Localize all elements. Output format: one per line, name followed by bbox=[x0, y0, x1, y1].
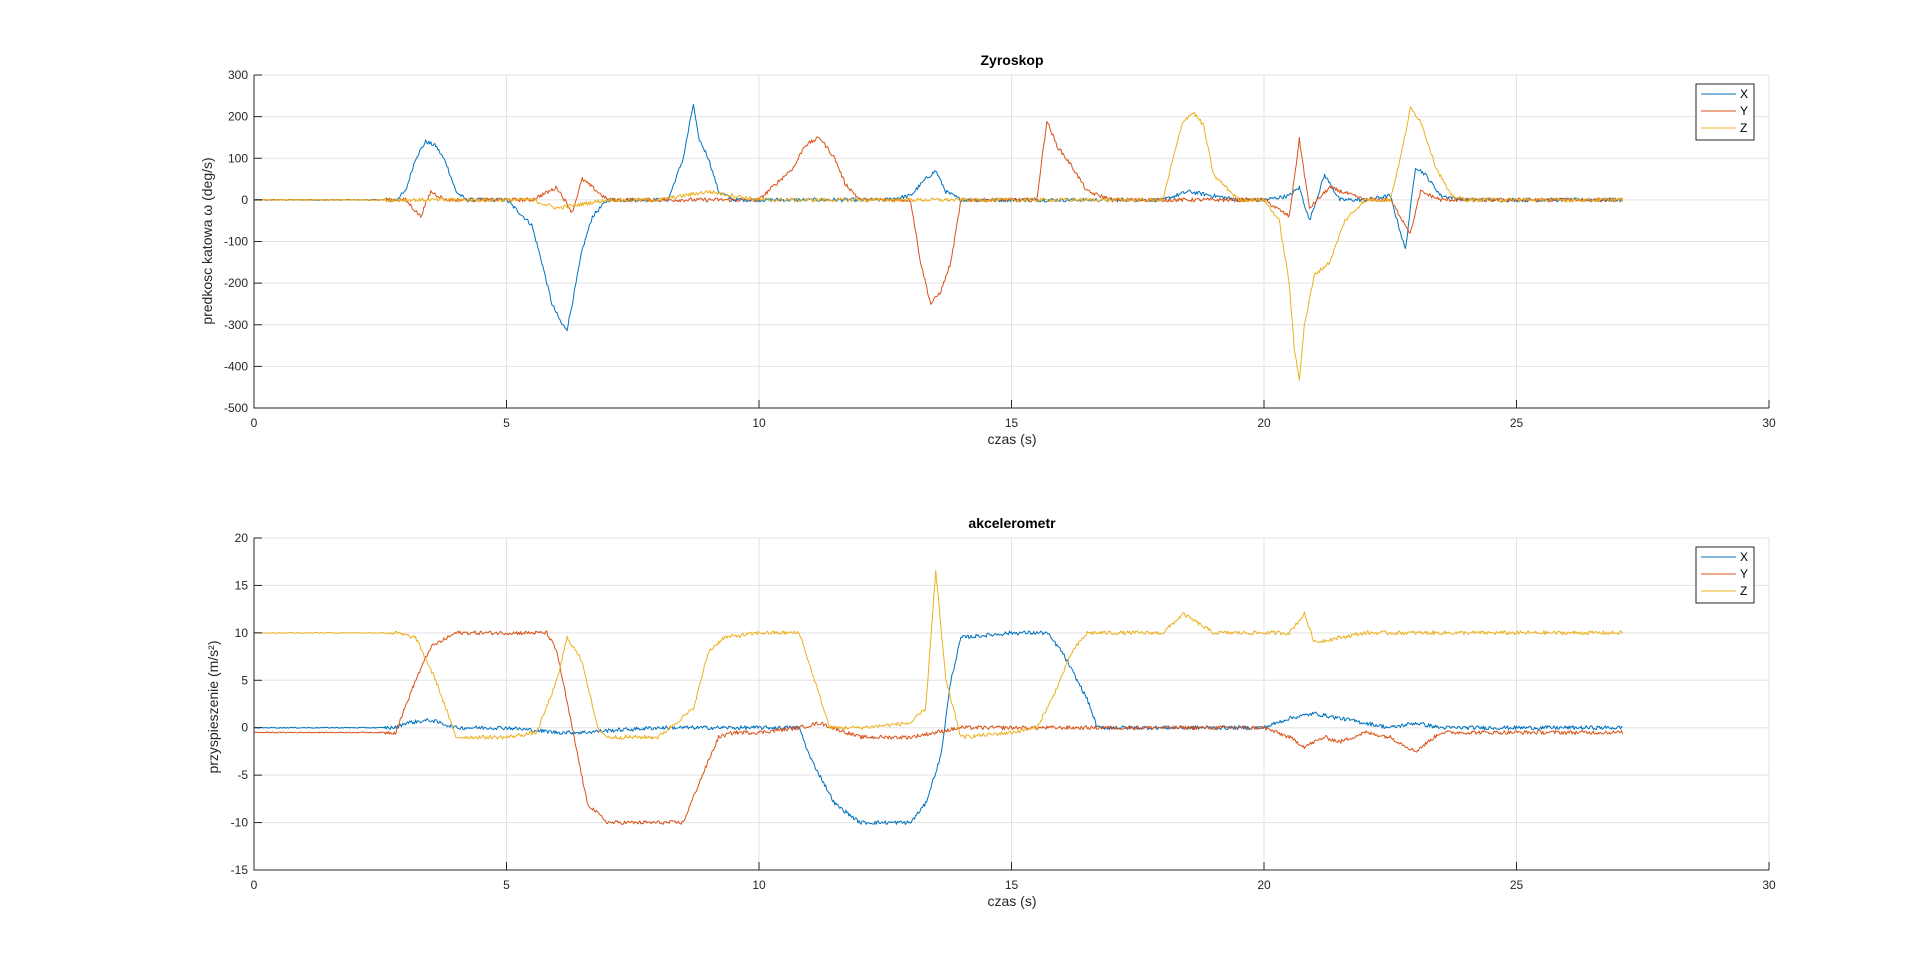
gyroscope-y-tick-label: -500 bbox=[224, 401, 248, 415]
accelerometer-x-tick-label: 20 bbox=[1257, 878, 1271, 892]
accelerometer-y-tick-label: 10 bbox=[235, 626, 249, 640]
accelerometer-x-tick-label: 25 bbox=[1510, 878, 1524, 892]
accelerometer-series-x-line bbox=[254, 630, 1623, 825]
accelerometer-y-tick-label: 15 bbox=[235, 578, 249, 592]
accelerometer-x-tick-label: 10 bbox=[752, 878, 766, 892]
accelerometer-x-tick-label: 5 bbox=[503, 878, 510, 892]
accelerometer-y-tick-label: -5 bbox=[237, 768, 248, 782]
accelerometer-legend-label-y: Y bbox=[1740, 567, 1748, 581]
gyroscope-x-tick-label: 15 bbox=[1005, 416, 1019, 430]
accelerometer-x-tick-label: 30 bbox=[1762, 878, 1776, 892]
gyroscope-title: Zyroskop bbox=[980, 52, 1043, 68]
accelerometer-series-y-line bbox=[253, 630, 1624, 826]
accelerometer-legend-label-x: X bbox=[1740, 550, 1748, 564]
gyroscope-axes: Zyroskop czas (s) predkosc katowa ω (deg… bbox=[199, 52, 1776, 447]
accelerometer-y-tick-label: 5 bbox=[241, 673, 248, 687]
accelerometer-title: akcelerometr bbox=[968, 515, 1056, 531]
gyroscope-y-tick-label: 0 bbox=[241, 193, 248, 207]
accelerometer-legend-label-z: Z bbox=[1740, 584, 1747, 598]
gyroscope-series-z-line bbox=[253, 106, 1624, 382]
gyroscope-y-tick-label: -300 bbox=[224, 318, 248, 332]
gyroscope-x-tick-label: 0 bbox=[251, 416, 258, 430]
gyroscope-legend-label-z: Z bbox=[1740, 121, 1747, 135]
gyroscope-xlabel: czas (s) bbox=[988, 431, 1037, 447]
accelerometer-legend: XYZ bbox=[1695, 546, 1755, 604]
gyroscope-legend-label-y: Y bbox=[1740, 104, 1748, 118]
gyroscope-series-x-line bbox=[253, 103, 1624, 332]
accelerometer-y-tick-label: -10 bbox=[231, 816, 249, 830]
gyroscope-y-tick-label: -400 bbox=[224, 359, 248, 373]
accelerometer-series-z-line bbox=[253, 569, 1623, 740]
gyroscope-y-tick-label: -100 bbox=[224, 235, 248, 249]
accelerometer-xlabel: czas (s) bbox=[988, 893, 1037, 909]
accelerometer-axes: akcelerometr czas (s) przyspieszenie (m/… bbox=[205, 515, 1776, 909]
accelerometer-ylabel: przyspieszenie (m/s²) bbox=[205, 640, 221, 773]
gyroscope-ylabel: predkosc katowa ω (deg/s) bbox=[199, 157, 215, 324]
gyroscope-y-tick-label: 100 bbox=[228, 151, 248, 165]
gyroscope-x-tick-label: 5 bbox=[503, 416, 510, 430]
gyroscope-x-tick-label: 20 bbox=[1257, 416, 1271, 430]
gyroscope-x-tick-label: 10 bbox=[752, 416, 766, 430]
accelerometer-y-tick-label: -15 bbox=[231, 863, 249, 877]
accelerometer-y-tick-label: 20 bbox=[235, 531, 249, 545]
gyroscope-x-tick-label: 30 bbox=[1762, 416, 1776, 430]
gyroscope-y-tick-label: -200 bbox=[224, 276, 248, 290]
gyroscope-legend-label-x: X bbox=[1740, 87, 1748, 101]
gyroscope-y-tick-label: 300 bbox=[228, 68, 248, 82]
gyroscope-legend: XYZ bbox=[1695, 83, 1755, 141]
accelerometer-x-tick-label: 0 bbox=[251, 878, 258, 892]
gyroscope-x-tick-label: 25 bbox=[1510, 416, 1524, 430]
gyroscope-y-tick-label: 200 bbox=[228, 110, 248, 124]
accelerometer-y-tick-label: 0 bbox=[241, 721, 248, 735]
accelerometer-x-tick-label: 15 bbox=[1005, 878, 1019, 892]
